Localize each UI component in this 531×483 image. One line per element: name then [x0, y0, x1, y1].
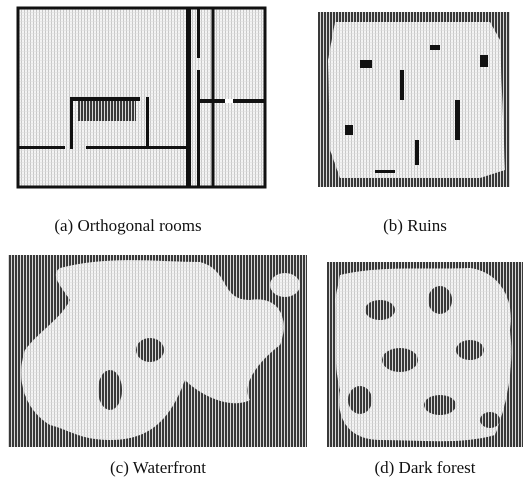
page: (a) Orthogonal rooms (b) Ruins (c) Water… [0, 0, 531, 483]
caption: (b) Ruins [383, 216, 447, 235]
map-ruins [318, 12, 510, 187]
caption: (a) Orthogonal rooms [54, 216, 201, 235]
caption: (d) Dark forest [374, 458, 475, 477]
caption: (c) Waterfront [110, 458, 206, 477]
map-orthogonal-rooms [18, 8, 265, 187]
map-waterfront [8, 255, 307, 447]
figure: (a) Orthogonal rooms (b) Ruins (c) Water… [0, 0, 531, 483]
map-dark-forest [327, 262, 523, 447]
